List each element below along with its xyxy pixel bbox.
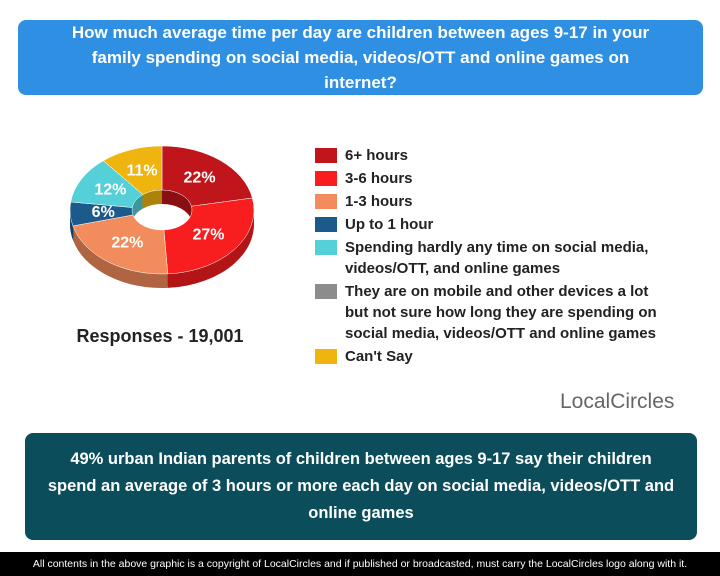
slice	[163, 197, 255, 275]
legend-item: They are on mobile and other devices a l…	[315, 281, 675, 344]
legend-swatch	[315, 240, 337, 255]
summary: 49% urban Indian parents of children bet…	[47, 450, 675, 522]
chart-title: How much average time per day are childr…	[71, 23, 650, 92]
legend-label: Up to 1 hour	[345, 216, 434, 233]
logo: LocalCircles	[560, 390, 675, 413]
legend-label: 1-3 hours	[345, 193, 413, 210]
legend-label: Spending hardly any time on social media…	[345, 239, 649, 277]
value-label: 27%	[193, 226, 225, 243]
value-label: 22%	[111, 234, 143, 251]
legend-item: 1-3 hours	[315, 191, 675, 212]
legend-label: 3-6 hours	[345, 170, 413, 187]
pie-chart: 22% 27% 22% 6% 12%11%	[69, 145, 255, 288]
legend-label: They are on mobile and other devices a l…	[345, 283, 657, 342]
legend-item: 6+ hours	[315, 145, 675, 166]
legend: 6+ hours 3-6 hours 1-3 hours Up to 1 hour Sp…	[315, 145, 675, 369]
value-label: 6%	[92, 204, 115, 221]
legend-item: Spending hardly any time on social media…	[315, 237, 675, 279]
footer: All contents in the above graphic is a c…	[0, 552, 720, 576]
legend-item: Can't Say	[315, 346, 675, 367]
value-label: 12%	[94, 181, 126, 198]
title-box: How much average time per day are childr…	[18, 20, 703, 95]
slice	[102, 145, 163, 195]
slice	[72, 214, 169, 275]
legend-swatch	[315, 171, 337, 186]
slice	[161, 145, 253, 207]
legend-swatch	[315, 284, 337, 299]
value-label: 22%	[184, 170, 216, 187]
legend-item: 3-6 hours	[315, 168, 675, 189]
legend-label: Can't Say	[345, 348, 413, 365]
legend-swatch	[315, 349, 337, 364]
legend-label: 6+ hours	[345, 147, 408, 164]
legend-swatch	[315, 148, 337, 163]
value-label: 11%	[126, 163, 157, 180]
summary-box: 49% urban Indian parents of children bet…	[25, 433, 697, 540]
responses: Responses - 19,001	[76, 326, 244, 346]
legend-swatch	[315, 217, 337, 232]
legend-swatch	[315, 194, 337, 209]
legend-item: Up to 1 hour	[315, 214, 675, 235]
